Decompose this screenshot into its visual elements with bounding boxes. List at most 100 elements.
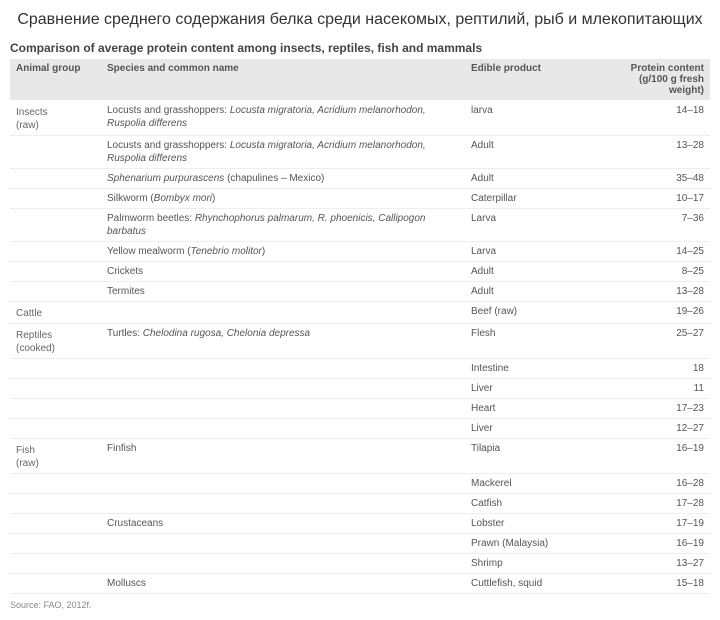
cell-product: Caterpillar — [465, 188, 605, 208]
cell-product: Adult — [465, 281, 605, 301]
col-header-species: Species and common name — [101, 59, 465, 101]
cell-group — [10, 188, 101, 208]
cell-protein: 18 — [605, 358, 710, 378]
cell-protein: 17–23 — [605, 398, 710, 418]
cell-species: Palmworm beetles: Rhynchophorus palmarum… — [101, 208, 465, 241]
cell-species: Silkworm (Bombyx mori) — [101, 188, 465, 208]
table-row: Sphenarium purpurascens (chapulines – Me… — [10, 168, 710, 188]
table-row: Liver12–27 — [10, 418, 710, 438]
cell-protein: 19–26 — [605, 301, 710, 323]
cell-group — [10, 513, 101, 533]
table-row: Catfish17–28 — [10, 493, 710, 513]
cell-protein: 25–27 — [605, 323, 710, 358]
cell-protein: 16–28 — [605, 473, 710, 493]
cell-product: Liver — [465, 418, 605, 438]
cell-product: Tilapia — [465, 438, 605, 473]
cell-species — [101, 358, 465, 378]
table-row: Palmworm beetles: Rhynchophorus palmarum… — [10, 208, 710, 241]
table-row: Heart17–23 — [10, 398, 710, 418]
cell-species — [101, 533, 465, 553]
cell-species — [101, 398, 465, 418]
cell-product: Lobster — [465, 513, 605, 533]
cell-protein: 16–19 — [605, 533, 710, 553]
cell-protein: 10–17 — [605, 188, 710, 208]
cell-species — [101, 553, 465, 573]
cell-protein: 11 — [605, 378, 710, 398]
table-row: Yellow mealworm (Tenebrio molitor)Larva1… — [10, 241, 710, 261]
cell-protein: 16–19 — [605, 438, 710, 473]
cell-group — [10, 418, 101, 438]
cell-group — [10, 281, 101, 301]
cell-species: Sphenarium purpurascens (chapulines – Me… — [101, 168, 465, 188]
cell-protein: 14–18 — [605, 100, 710, 135]
cell-species — [101, 473, 465, 493]
table-row: Prawn (Malaysia)16–19 — [10, 533, 710, 553]
table-row: CricketsAdult8–25 — [10, 261, 710, 281]
table-subtitle: Comparison of average protein content am… — [10, 41, 710, 55]
cell-product: Cuttlefish, squid — [465, 573, 605, 593]
cell-protein: 14–25 — [605, 241, 710, 261]
cell-group — [10, 473, 101, 493]
col-header-protein: Protein content (g/100 g fresh weight) — [605, 59, 710, 101]
cell-protein: 17–28 — [605, 493, 710, 513]
source-note: Source: FAO, 2012f. — [10, 600, 710, 610]
cell-product: Mackerel — [465, 473, 605, 493]
cell-species — [101, 378, 465, 398]
cell-product: Larva — [465, 208, 605, 241]
table-row: MolluscsCuttlefish, squid15–18 — [10, 573, 710, 593]
cell-group — [10, 378, 101, 398]
cell-group — [10, 573, 101, 593]
cell-species — [101, 301, 465, 323]
cell-species: Locusts and grasshoppers: Locusta migrat… — [101, 100, 465, 135]
cell-group — [10, 135, 101, 168]
cell-product: Larva — [465, 241, 605, 261]
cell-group — [10, 208, 101, 241]
cell-group — [10, 493, 101, 513]
table-row: Shrimp13–27 — [10, 553, 710, 573]
cell-group — [10, 533, 101, 553]
col-header-group: Animal group — [10, 59, 101, 101]
table-row: Insects (raw)Locusts and grasshoppers: L… — [10, 100, 710, 135]
cell-protein: 35–48 — [605, 168, 710, 188]
col-header-product: Edible product — [465, 59, 605, 101]
cell-product: Shrimp — [465, 553, 605, 573]
cell-group — [10, 358, 101, 378]
cell-species — [101, 493, 465, 513]
cell-species: Termites — [101, 281, 465, 301]
cell-product: Beef (raw) — [465, 301, 605, 323]
cell-group — [10, 553, 101, 573]
cell-product: Intestine — [465, 358, 605, 378]
cell-group — [10, 398, 101, 418]
table-row: TermitesAdult13–28 — [10, 281, 710, 301]
cell-species — [101, 418, 465, 438]
cell-group: Fish (raw) — [10, 438, 101, 473]
cell-product: Liver — [465, 378, 605, 398]
table-row: Mackerel16–28 — [10, 473, 710, 493]
cell-species: Crustaceans — [101, 513, 465, 533]
table-row: Liver11 — [10, 378, 710, 398]
cell-protein: 7–36 — [605, 208, 710, 241]
cell-product: Adult — [465, 168, 605, 188]
cell-product: Adult — [465, 261, 605, 281]
table-row: Intestine18 — [10, 358, 710, 378]
cell-protein: 13–28 — [605, 135, 710, 168]
protein-table: Animal group Species and common name Edi… — [10, 59, 710, 594]
cell-protein: 17–19 — [605, 513, 710, 533]
table-row: Reptiles (cooked)Turtles: Chelodina rugo… — [10, 323, 710, 358]
cell-group — [10, 168, 101, 188]
table-row: Silkworm (Bombyx mori)Caterpillar10–17 — [10, 188, 710, 208]
cell-species: Yellow mealworm (Tenebrio molitor) — [101, 241, 465, 261]
cell-product: Flesh — [465, 323, 605, 358]
cell-species: Molluscs — [101, 573, 465, 593]
cell-group — [10, 261, 101, 281]
cell-species: Locusts and grasshoppers: Locusta migrat… — [101, 135, 465, 168]
cell-product: larva — [465, 100, 605, 135]
cell-group: Cattle — [10, 301, 101, 323]
cell-group — [10, 241, 101, 261]
cell-group: Reptiles (cooked) — [10, 323, 101, 358]
cell-protein: 12–27 — [605, 418, 710, 438]
page-title: Сравнение среднего содержания белка сред… — [10, 10, 710, 31]
cell-product: Heart — [465, 398, 605, 418]
table-row: Cattle Beef (raw)19–26 — [10, 301, 710, 323]
cell-product: Adult — [465, 135, 605, 168]
